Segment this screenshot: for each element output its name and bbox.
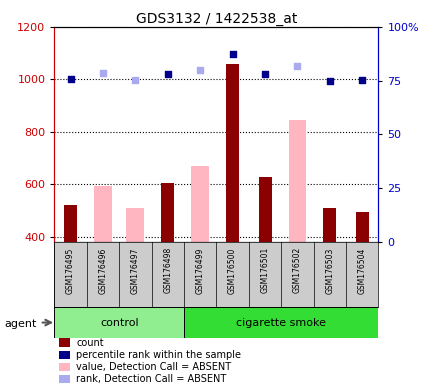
Text: GSM176502: GSM176502	[292, 247, 301, 293]
Point	[196, 67, 203, 73]
Bar	[161, 183, 174, 242]
Text: GSM176499: GSM176499	[195, 247, 204, 293]
Text: GSM176501: GSM176501	[260, 247, 269, 293]
Point	[261, 71, 268, 77]
Point	[293, 63, 300, 69]
Point	[132, 77, 138, 83]
Text: control: control	[100, 318, 138, 328]
Point	[326, 78, 332, 84]
Text: GSM176504: GSM176504	[357, 247, 366, 293]
Bar	[288, 120, 306, 242]
Point	[67, 76, 74, 83]
Bar	[226, 64, 239, 242]
Title: GDS3132 / 1422538_at: GDS3132 / 1422538_at	[135, 12, 296, 26]
Text: GSM176500: GSM176500	[227, 247, 237, 293]
Text: GSM176503: GSM176503	[325, 247, 334, 293]
Bar	[184, 307, 378, 338]
Bar	[191, 166, 209, 242]
Bar	[64, 205, 77, 242]
Text: count: count	[76, 338, 104, 348]
Bar	[258, 177, 271, 242]
Point	[229, 51, 236, 58]
Point	[164, 71, 171, 77]
Text: GSM176496: GSM176496	[98, 247, 107, 293]
Point	[99, 70, 106, 76]
Text: GSM176498: GSM176498	[163, 247, 172, 293]
Bar	[94, 186, 112, 242]
Text: GSM176495: GSM176495	[66, 247, 75, 293]
Text: GSM176497: GSM176497	[131, 247, 140, 293]
Text: rank, Detection Call = ABSENT: rank, Detection Call = ABSENT	[76, 374, 226, 384]
Point	[358, 77, 365, 83]
Text: percentile rank within the sample: percentile rank within the sample	[76, 350, 240, 360]
Bar	[355, 212, 368, 242]
Bar	[322, 208, 335, 242]
Text: agent: agent	[4, 319, 36, 329]
Bar	[54, 307, 184, 338]
Text: value, Detection Call = ABSENT: value, Detection Call = ABSENT	[76, 362, 231, 372]
Bar	[126, 208, 144, 242]
Text: cigarette smoke: cigarette smoke	[236, 318, 326, 328]
